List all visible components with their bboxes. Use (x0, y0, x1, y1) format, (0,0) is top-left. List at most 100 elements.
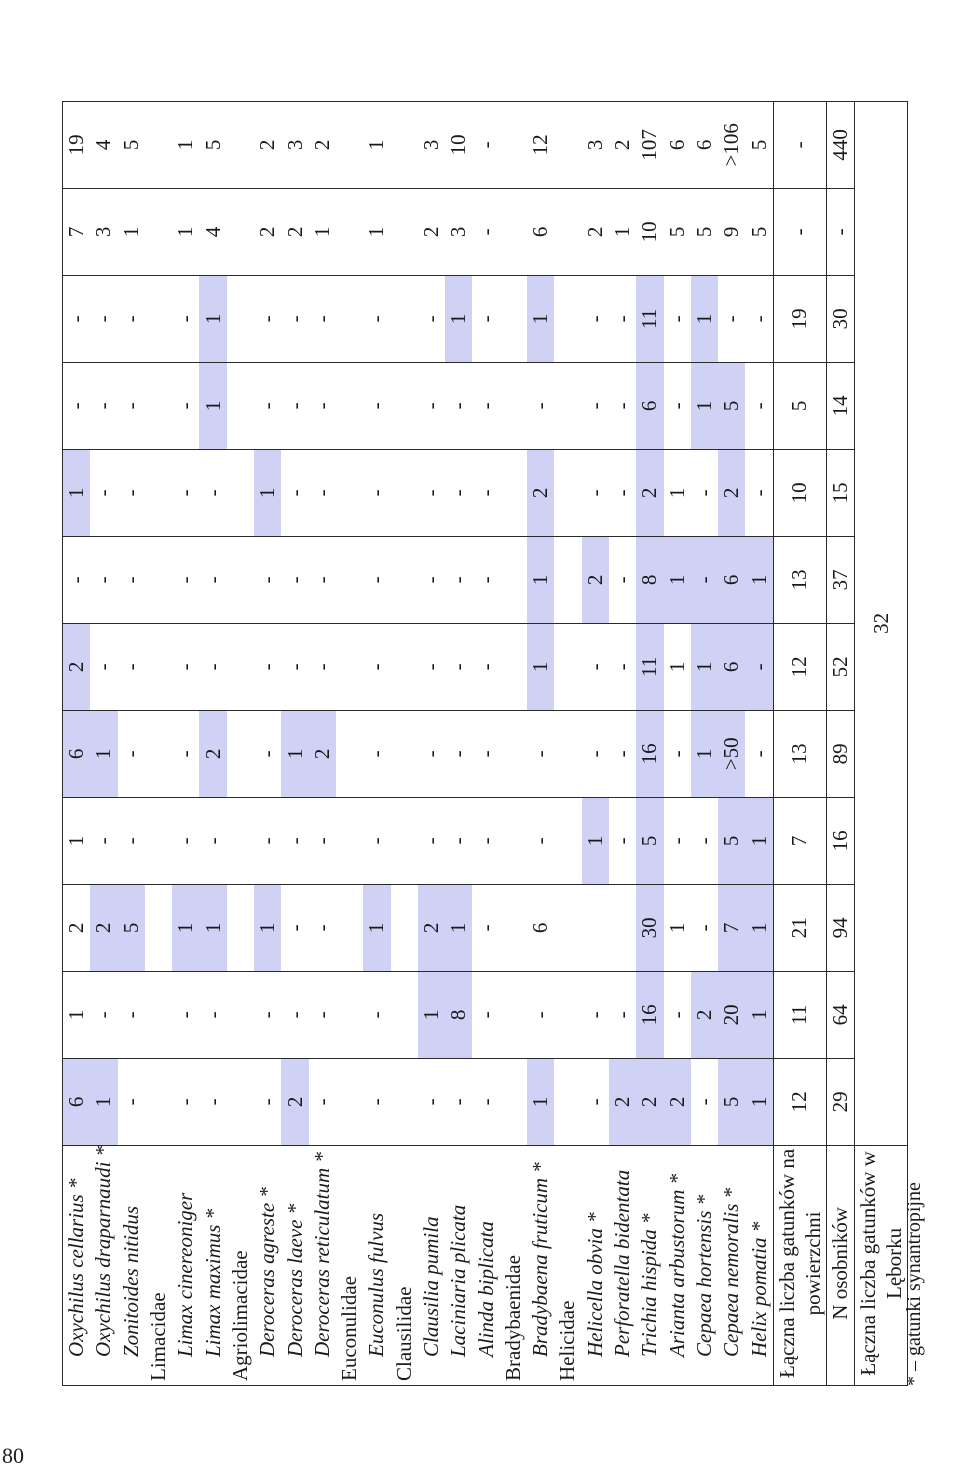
table-cell (554, 449, 582, 537)
table-cell: - (90, 449, 118, 537)
table-cell: - (172, 536, 200, 624)
table-cell: - (308, 1058, 336, 1146)
table-cell: - (417, 623, 446, 711)
table-cell: 1 (172, 101, 200, 189)
table-cell: 2 (581, 188, 609, 276)
table-cell: - (472, 884, 500, 972)
species-name: Laciniaria plicata (445, 1145, 473, 1386)
table-cell: 1 (745, 797, 774, 885)
table-cell: 14 (826, 362, 855, 450)
table-cell (554, 536, 582, 624)
table-cell: 7 (718, 884, 746, 972)
table-cell (226, 449, 255, 537)
table-cell: - (445, 1058, 473, 1146)
table-cell: - (62, 362, 91, 450)
table-cell: - (445, 797, 473, 885)
table-cell (335, 101, 364, 189)
table-cell: - (281, 623, 309, 711)
table-cell: 16 (636, 971, 664, 1059)
table-cell: 2 (308, 101, 336, 189)
table-cell: - (445, 536, 473, 624)
table-cell: - (308, 449, 336, 537)
table-cell: - (199, 1058, 227, 1146)
table-cell (499, 101, 528, 189)
table-cell: - (62, 275, 91, 363)
species-name: Perforatella bidentata (608, 1145, 637, 1386)
table-cell: - (527, 710, 555, 798)
table-cell (390, 971, 418, 1059)
table-cell: 12 (773, 1058, 827, 1146)
table-cell: - (745, 710, 774, 798)
table-cell: 94 (826, 884, 855, 972)
table-cell (144, 884, 173, 972)
table-cell: - (117, 797, 145, 885)
table-cell: - (663, 710, 691, 798)
table-cell: - (90, 362, 118, 450)
table-cell: 12 (527, 101, 555, 189)
table-cell: 1 (745, 884, 774, 972)
table-cell (499, 884, 528, 972)
species-row: Cepaea nemoralis * 5 20 7 5 >50 6 6 2 5-9 >106 (718, 101, 746, 1386)
table-cell: 107 (636, 101, 664, 189)
table-cell: 8 (636, 536, 664, 624)
table-cell: - (254, 623, 282, 711)
table-cell: - (199, 797, 227, 885)
table-cell: 2 (417, 884, 446, 972)
table-cell: - (608, 971, 637, 1059)
table-cell: 12 (773, 623, 827, 711)
table-cell: - (472, 536, 500, 624)
species-name: Limax cinereoniger (172, 1145, 200, 1386)
family-name: Helicidae (554, 1145, 582, 1386)
table-cell (335, 1058, 364, 1146)
table-cell: 2 (608, 101, 637, 189)
total-species-value: 32 (854, 101, 908, 1146)
table-cell: 2 (281, 1058, 309, 1146)
species-name: Alinda biplicata (472, 1145, 500, 1386)
table-cell (554, 362, 582, 450)
table-cell: - (417, 362, 446, 450)
table-cell (335, 188, 364, 276)
table-cell: 1 (445, 884, 473, 972)
table-cell (144, 710, 173, 798)
table-cell: 6 (718, 536, 746, 624)
table-cell: 5 (690, 188, 719, 276)
family-row: Bradybaenidae (499, 101, 528, 1386)
table-cell: 52 (826, 623, 855, 711)
table-cell: 37 (826, 536, 855, 624)
species-row: Arianta arbustorum * 2-1- -1 1 1- -5 6 (663, 101, 691, 1386)
table-cell: - (281, 797, 309, 885)
table-cell (226, 1058, 255, 1146)
table-cell: 1 (363, 188, 391, 276)
table-cell: - (417, 449, 446, 537)
table-cell: - (581, 275, 609, 363)
table-cell: - (62, 536, 91, 624)
table-cell: 1 (254, 449, 282, 537)
table-cell: - (663, 971, 691, 1059)
table-cell (390, 884, 418, 972)
table-cell: 440 (826, 101, 855, 189)
table-cell: - (472, 710, 500, 798)
table-cell: 1 (90, 1058, 118, 1146)
table-cell: 64 (826, 971, 855, 1059)
table-cell: - (254, 536, 282, 624)
table-cell: 1 (417, 971, 446, 1059)
species-row: Deroceras reticulatum * - - - -2- - - - -1 2 (308, 101, 336, 1386)
table-cell: - (363, 623, 391, 711)
table-cell (335, 710, 364, 798)
table-cell (335, 623, 364, 711)
table-cell: - (690, 449, 719, 537)
table-cell: 2 (690, 971, 719, 1059)
table-cell: 1 (527, 623, 555, 711)
table-cell: - (254, 797, 282, 885)
table-cell: - (773, 188, 827, 276)
table-cell: 3 (581, 101, 609, 189)
table-cell: 8 (445, 971, 473, 1059)
table-cell: 6 (62, 710, 91, 798)
table-cell: - (117, 449, 145, 537)
table-cell: - (826, 188, 855, 276)
table-cell: 5 (718, 797, 746, 885)
table-cell: - (690, 797, 719, 885)
table-cell: - (117, 623, 145, 711)
table-cell: - (608, 797, 637, 885)
